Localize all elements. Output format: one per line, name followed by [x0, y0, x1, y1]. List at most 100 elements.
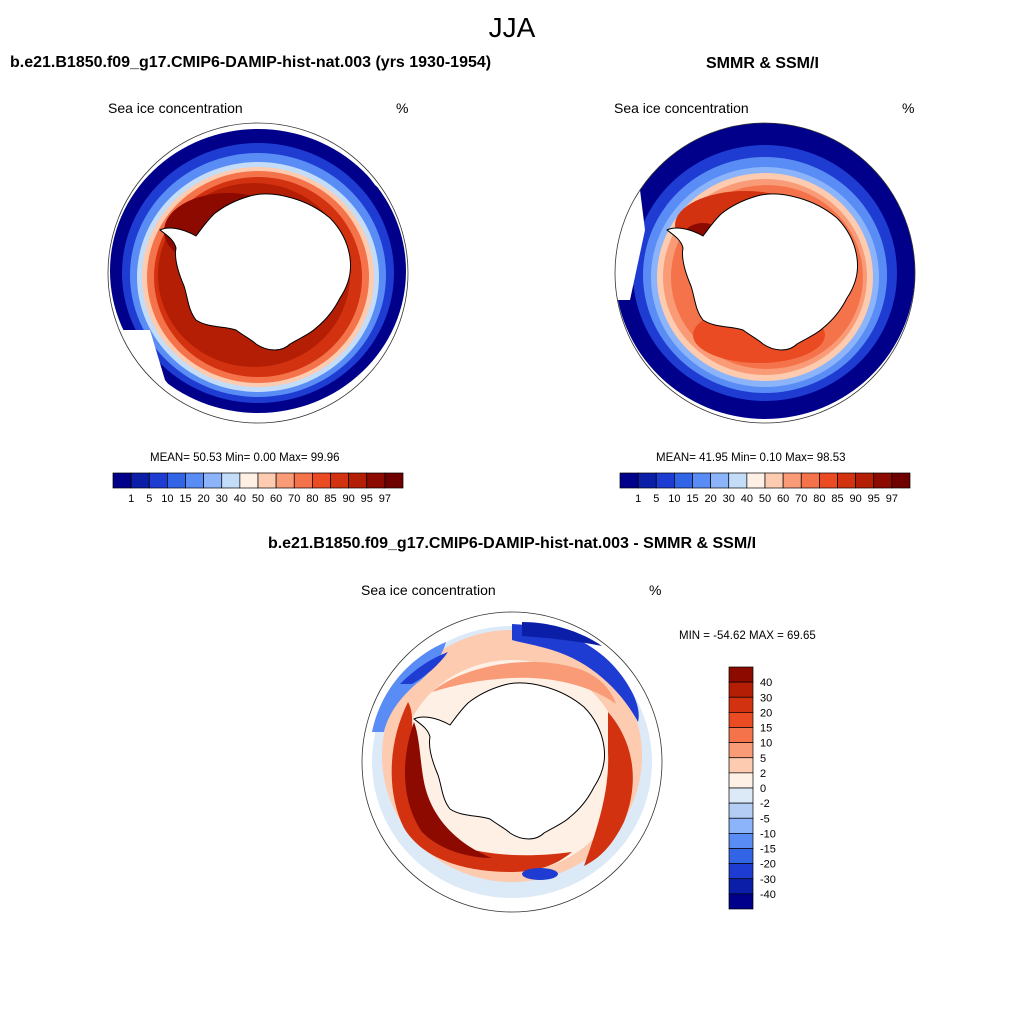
- colorbar-tick-label: 97: [379, 493, 391, 505]
- colorbar-swatch: [619, 472, 639, 489]
- colorbar-swatch: [746, 472, 766, 489]
- colorbar-tick-label: 30: [723, 493, 735, 505]
- colorbar-swatch: [257, 472, 277, 489]
- colorbar-swatch: [728, 863, 754, 880]
- colorbar-swatch: [348, 472, 368, 489]
- colorbar-tick-label: -5: [760, 813, 770, 825]
- colorbar-swatch: [800, 472, 820, 489]
- panel-1-map: [108, 123, 408, 423]
- colorbar-tick-label: 40: [234, 493, 246, 505]
- colorbar-tick-label: 1: [128, 493, 134, 505]
- colorbar-tick-label: 15: [760, 723, 772, 735]
- colorbar-tick-label: 20: [198, 493, 210, 505]
- colorbar-tick-label: 10: [760, 738, 772, 750]
- colorbar-swatch: [674, 472, 693, 489]
- panel-2-stats: MEAN= 41.95 Min= 0.10 Max= 98.53: [656, 452, 846, 464]
- colorbar-tick-label: -15: [760, 844, 776, 856]
- colorbar-swatch: [728, 666, 754, 683]
- panel-3-stats: MIN = -54.62 MAX = 69.65: [679, 630, 816, 642]
- colorbar-tick-label: 60: [777, 493, 789, 505]
- colorbar-swatch: [312, 472, 331, 489]
- colorbar-swatch: [728, 772, 754, 789]
- colorbar-swatch: [655, 472, 675, 489]
- colorbar-swatch: [692, 472, 711, 489]
- colorbar-tick-label: 30: [760, 692, 772, 704]
- colorbar-swatch: [148, 472, 168, 489]
- colorbar-swatch: [728, 893, 754, 910]
- colorbar-tick-label: 70: [795, 493, 807, 505]
- panel-3-map: [362, 612, 662, 912]
- panel-3-units: %: [649, 582, 662, 598]
- colorbar-swatch: [728, 696, 754, 713]
- colorbar-tick-label: 40: [741, 493, 753, 505]
- colorbar-tick-label: 10: [668, 493, 680, 505]
- colorbar-swatch: [728, 712, 754, 728]
- colorbar-swatch: [728, 787, 754, 804]
- colorbar-swatch: [130, 472, 150, 489]
- colorbar-tick-label: 10: [161, 493, 173, 505]
- figure-title: JJA: [488, 12, 536, 43]
- colorbar-tick-label: 30: [216, 493, 228, 505]
- colorbar-tick-label: 70: [288, 493, 300, 505]
- colorbar-swatch: [167, 472, 186, 489]
- colorbar-tick-label: 90: [343, 493, 355, 505]
- panel-2-title: SMMR & SSM/I: [706, 55, 819, 72]
- colorbar-swatch: [728, 833, 754, 849]
- panel-3-boundary: [361, 611, 663, 913]
- colorbar-tick-label: -20: [760, 859, 776, 871]
- colorbar-swatch: [728, 742, 754, 759]
- panel-1-colorbar: 1 5 10 15 20 30 40 50 60 70 80 85 90 95 97: [112, 472, 404, 505]
- colorbar-swatch: [855, 472, 875, 489]
- colorbar-swatch: [203, 472, 223, 489]
- colorbar-tick-label: -2: [760, 798, 770, 810]
- colorbar-tick-label: 0: [760, 783, 766, 795]
- panel-2-boundary: [614, 122, 916, 424]
- colorbar-tick-label: 5: [653, 493, 659, 505]
- colorbar-swatch: [384, 472, 404, 489]
- colorbar-swatch: [891, 472, 911, 489]
- colorbar-swatch: [221, 472, 241, 489]
- colorbar-tick-label: 20: [760, 707, 772, 719]
- colorbar-swatch: [112, 472, 132, 489]
- colorbar-tick-label: 95: [361, 493, 373, 505]
- colorbar-tick-label: -30: [760, 874, 776, 886]
- panel-3-variable: Sea ice concentration: [361, 582, 496, 598]
- colorbar-swatch: [728, 878, 754, 895]
- colorbar-tick-label: 50: [252, 493, 264, 505]
- colorbar-tick-label: 85: [831, 493, 843, 505]
- colorbar-swatch: [710, 472, 730, 489]
- panel-3-title: b.e21.B1850.f09_g17.CMIP6-DAMIP-hist-nat…: [267, 535, 757, 552]
- colorbar-swatch: [728, 681, 754, 698]
- colorbar-tick-label: 60: [270, 493, 282, 505]
- panel-2-units: %: [902, 100, 915, 116]
- colorbar-swatch: [185, 472, 204, 489]
- colorbar-tick-label: 85: [324, 493, 336, 505]
- colorbar-swatch: [764, 472, 784, 489]
- colorbar-swatch: [728, 817, 754, 834]
- colorbar-tick-label: 50: [759, 493, 771, 505]
- colorbar-tick-label: 80: [813, 493, 825, 505]
- panel-2-variable: Sea ice concentration: [614, 100, 749, 116]
- colorbar-tick-label: 15: [686, 493, 698, 505]
- colorbar-tick-label: 95: [868, 493, 880, 505]
- panel-1-title: b.e21.B1850.f09_g17.CMIP6-DAMIP-hist-nat…: [10, 54, 492, 71]
- colorbar-swatch: [293, 472, 313, 489]
- colorbar-swatch: [819, 472, 838, 489]
- panel-1-units: %: [396, 100, 409, 116]
- panel-1-boundary: [107, 122, 409, 424]
- colorbar-swatch: [637, 472, 657, 489]
- colorbar-tick-label: -10: [760, 828, 776, 840]
- colorbar-swatch: [330, 472, 349, 489]
- panel-2-map: [615, 123, 915, 423]
- colorbar-tick-label: 1: [635, 493, 641, 505]
- colorbar-swatch: [239, 472, 259, 489]
- colorbar-tick-label: 15: [179, 493, 191, 505]
- colorbar-swatch: [728, 802, 754, 819]
- colorbar-tick-label: 5: [146, 493, 152, 505]
- colorbar-swatch: [782, 472, 802, 489]
- colorbar-swatch: [366, 472, 386, 489]
- colorbar-swatch: [728, 848, 754, 864]
- colorbar-swatch: [728, 757, 754, 774]
